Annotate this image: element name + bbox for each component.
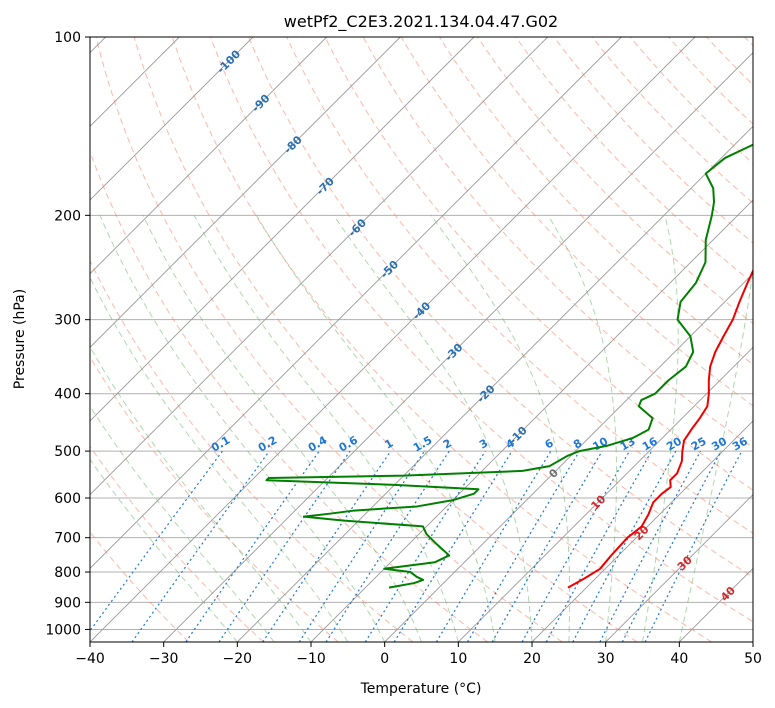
isotherm-line <box>90 37 401 348</box>
x-tick-label: 0 <box>380 651 389 667</box>
dry-adiabat <box>629 37 753 165</box>
moist-adiabat <box>547 215 618 642</box>
dry-adiabat <box>591 37 753 204</box>
dry-adiabat <box>90 445 264 642</box>
y-axis: 100 200 300 400 500 600 700 800 900 1000 <box>45 30 90 638</box>
chart-title: wetPf2_C2E3.2021.134.04.47.G02 <box>284 12 558 32</box>
moist-adiabat <box>90 405 275 642</box>
mixing-ratio-line <box>491 450 603 642</box>
y-tick-label: 900 <box>54 595 81 611</box>
mixing-ratio-line <box>466 450 580 642</box>
isotherm-line <box>163 52 753 642</box>
dry-adiabat <box>210 37 753 623</box>
dry-adiabat <box>171 37 712 642</box>
dry-adiabat <box>90 259 414 642</box>
x-tick-label: 10 <box>449 651 467 667</box>
y-tick-label: 200 <box>54 208 81 224</box>
moist-adiabat <box>678 265 753 642</box>
mixing-ratio-line <box>218 450 351 642</box>
moist-adiabat <box>90 345 312 642</box>
x-tick-label: −40 <box>75 651 105 667</box>
y-tick-label: 700 <box>54 531 81 547</box>
plot-frame <box>89 36 754 643</box>
isotherm-line <box>90 37 475 422</box>
moist-adiabat <box>142 215 422 642</box>
x-tick-label: −20 <box>223 651 253 667</box>
dry-adiabat <box>477 37 753 325</box>
isotherm-line <box>90 37 327 275</box>
isotherm-line <box>90 37 548 496</box>
mixing-ratio-line <box>131 450 270 642</box>
x-axis: −40 −30 −20 −10 0 10 20 30 40 50 <box>75 642 762 667</box>
x-tick-label: −30 <box>149 651 179 667</box>
sounding-profiles <box>265 143 753 589</box>
mixing-ratio-line <box>298 450 425 642</box>
x-tick-label: −10 <box>296 651 326 667</box>
isotherm-line <box>90 37 254 201</box>
isotherm-line <box>531 420 753 642</box>
x-tick-label: 20 <box>523 651 541 667</box>
plot-background <box>90 37 753 642</box>
x-tick-label: 50 <box>744 651 762 667</box>
y-tick-label: 1000 <box>45 622 81 638</box>
mixing-ratio-line <box>545 450 653 642</box>
mixing-ratio-line <box>393 450 513 642</box>
moist-adiabat <box>99 215 386 642</box>
mixing-ratio-line <box>621 450 722 642</box>
mixing-ratio-line <box>572 450 677 642</box>
x-tick-label: 30 <box>597 651 615 667</box>
moist-adiabat <box>430 215 571 642</box>
moist-adiabat <box>333 215 533 642</box>
isotherm-line <box>90 37 622 569</box>
isotherm-line <box>605 494 753 642</box>
moist-adiabat <box>193 215 459 642</box>
isotherm-line <box>310 199 753 642</box>
y-tick-label: 500 <box>54 444 81 460</box>
moist-adiabat <box>642 215 679 642</box>
mixing-ratio-line <box>435 450 552 642</box>
x-axis-title: Temperature (°C) <box>360 681 482 697</box>
mixing-ratio-line <box>185 450 320 642</box>
mixing-ratio-line <box>521 450 631 642</box>
dry-adiabat <box>515 37 753 284</box>
y-tick-label: 100 <box>54 30 81 46</box>
moist-adiabat <box>90 276 349 642</box>
y-tick-label: 300 <box>54 313 81 329</box>
y-tick-label: 800 <box>54 565 81 581</box>
dry-adiabat <box>248 37 753 578</box>
dry-adiabat <box>400 37 753 407</box>
y-axis-title: Pressure (hPa) <box>12 289 28 389</box>
dry-adiabat <box>324 37 753 491</box>
x-tick-label: 40 <box>670 651 688 667</box>
dry-adiabat <box>133 37 638 642</box>
temperature-profile <box>567 268 753 589</box>
mixing-ratio-line <box>644 450 743 642</box>
isotherm-line <box>384 273 753 642</box>
mixing-ratio-line <box>599 450 702 642</box>
y-tick-label: 400 <box>54 387 81 403</box>
moist-adiabat <box>90 458 238 642</box>
isotherm-line <box>458 346 753 642</box>
isotherm-line <box>237 125 753 642</box>
dry-adiabat <box>95 37 563 642</box>
dewpoint-profile <box>265 143 753 589</box>
y-tick-label: 600 <box>54 491 81 507</box>
isotherm-line <box>90 37 696 642</box>
